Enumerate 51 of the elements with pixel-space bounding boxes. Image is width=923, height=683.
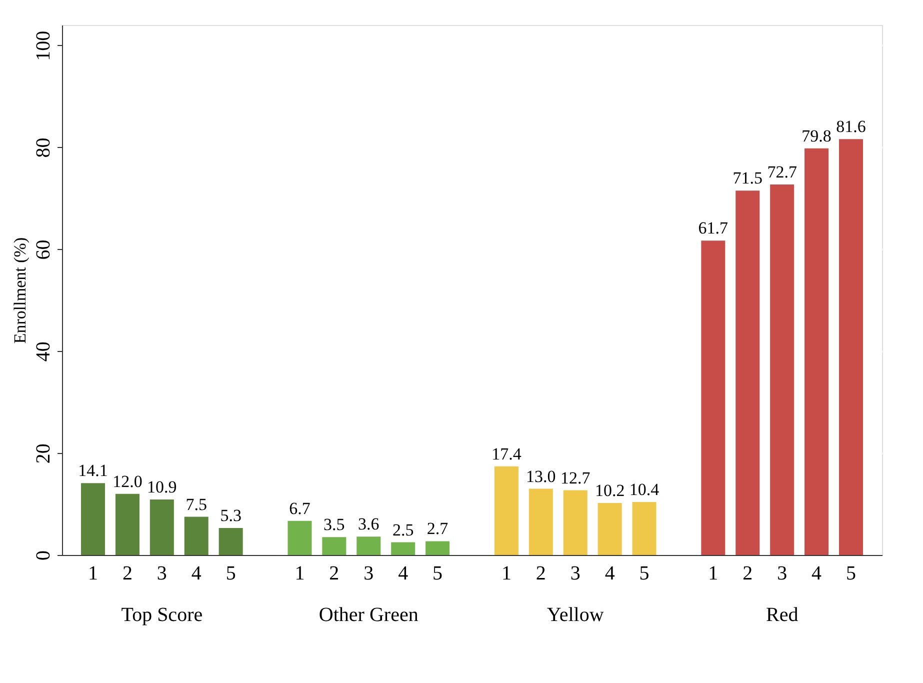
x-tick-label: 1 — [501, 562, 512, 584]
data-label: 79.8 — [802, 126, 832, 146]
data-label: 10.9 — [147, 477, 177, 496]
data-label: 12.0 — [112, 472, 142, 491]
x-tick-label: 4 — [398, 562, 408, 584]
x-tick-label: 3 — [156, 562, 167, 584]
text: Other Green — [318, 604, 418, 626]
x-tick-label: 5 — [226, 562, 236, 584]
data-label: 2.7 — [426, 519, 449, 538]
data-label: 2.5 — [392, 520, 414, 540]
y-tick-label: 20 — [32, 444, 54, 464]
data-label: 6.7 — [289, 498, 311, 518]
data-label: 12.7 — [560, 468, 591, 488]
data-label: 72.7 — [767, 162, 798, 182]
text: Top Score — [121, 604, 203, 626]
data-label: 14.1 — [78, 461, 108, 480]
x-tick-label: 1 — [88, 562, 98, 584]
data-label: 10.2 — [594, 481, 625, 500]
data-label: 13.0 — [526, 466, 556, 486]
x-tick-label: 2 — [742, 562, 753, 584]
x-tick-label: 5 — [639, 562, 650, 584]
data-label: 7.5 — [186, 494, 207, 514]
x-tick-label: 1 — [708, 562, 718, 584]
x-tick-label: 2 — [329, 562, 340, 584]
x-tick-label: 5 — [432, 562, 443, 584]
x-tick-label: 5 — [846, 562, 856, 584]
x-tick-label: 4 — [604, 562, 615, 584]
x-tick-label: 2 — [122, 562, 132, 584]
x-tick-label: 3 — [777, 562, 788, 584]
data-label: 3.6 — [358, 514, 380, 534]
x-tick-label: 4 — [191, 562, 202, 584]
y-tick-label: 80 — [32, 138, 54, 158]
y-axis-title: Enrollment (%) — [10, 237, 30, 344]
text: Yellow — [546, 604, 604, 626]
y-tick-label: 0 — [32, 550, 54, 560]
y-tick-label: 60 — [32, 240, 54, 260]
data-label: 3.5 — [324, 515, 345, 534]
y-tick-label: 100 — [32, 30, 54, 61]
x-tick-label: 4 — [812, 562, 822, 584]
x-tick-label: 2 — [536, 562, 546, 584]
data-label: 17.4 — [492, 444, 522, 464]
x-tick-label: 3 — [364, 562, 374, 584]
data-label: 71.5 — [732, 168, 763, 188]
data-label: 5.3 — [220, 506, 242, 525]
data-label: 61.7 — [698, 218, 729, 238]
data-label: 81.6 — [836, 117, 866, 136]
data-label: 10.4 — [629, 480, 660, 499]
x-tick-label: 1 — [294, 562, 305, 584]
y-tick-label: 40 — [32, 342, 54, 362]
text: Red — [766, 604, 798, 626]
x-tick-label: 3 — [570, 562, 580, 584]
